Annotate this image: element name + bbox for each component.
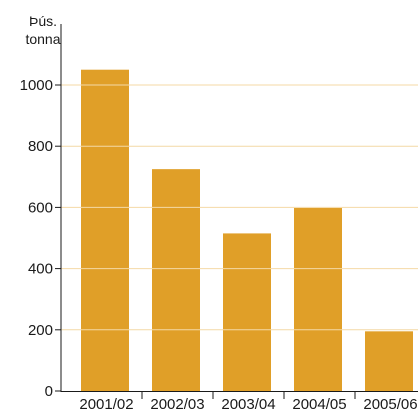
bar-2002/03 (152, 169, 200, 391)
y-tick-label-1000: 1000 (20, 77, 53, 94)
bar-2004/05 (294, 208, 342, 391)
x-tick-label-2002/03: 2002/03 (150, 396, 204, 412)
y-axis-unit-line1: Þús. (28, 13, 57, 29)
y-tick-label-400: 400 (28, 261, 53, 278)
x-tick-label-2005/06: 2005/06 (363, 396, 417, 412)
bars-group (81, 69, 413, 391)
bar-2001/02 (81, 69, 129, 391)
y-tick-label-800: 800 (28, 138, 53, 155)
axes-group (55, 24, 418, 399)
x-tick-label-2003/04: 2003/04 (221, 396, 275, 412)
y-axis-unit-line2: tonna (25, 31, 61, 47)
x-tick-label-2004/05: 2004/05 (292, 396, 346, 412)
bar-2005/06 (365, 331, 413, 391)
bar-2003/04 (223, 233, 271, 391)
tick-labels-group: 0 200 400 600 800 1000 2001/02 2002/03 2003/04 20… (20, 77, 418, 412)
gridlines-group (61, 84, 418, 331)
y-tick-label-600: 600 (28, 199, 53, 216)
y-axis-unit-label: Þús. tonna (8, 12, 78, 48)
x-tick-label-2001/02: 2001/02 (79, 396, 133, 412)
y-tick-label-0: 0 (45, 383, 53, 400)
y-tick-label-200: 200 (28, 322, 53, 339)
